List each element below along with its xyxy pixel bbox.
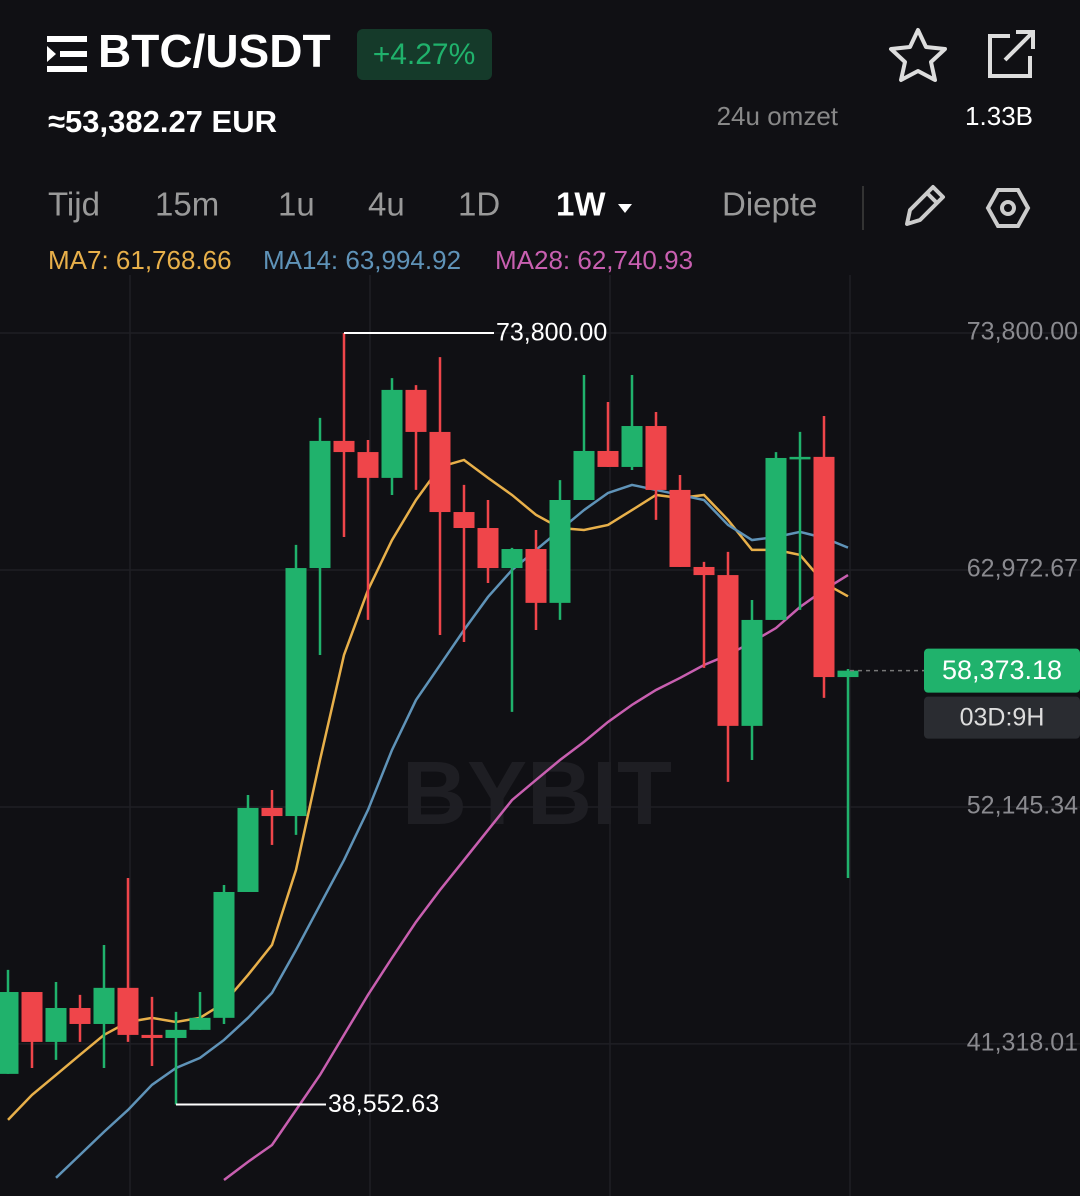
pair-title[interactable]: BTC/USDT: [98, 25, 331, 77]
legend-entry: MA28: 62,740.93: [495, 245, 693, 275]
tab[interactable]: 1D: [458, 186, 500, 223]
vertical-grid: [129, 275, 851, 1196]
tab[interactable]: 4u: [368, 186, 405, 223]
candle-body: [453, 512, 475, 529]
price-tag-box: [924, 648, 1080, 693]
candle-body: [501, 549, 523, 569]
ma-line: [55, 483, 849, 1179]
tab[interactable]: Tijd: [48, 186, 100, 223]
change-badge: [357, 29, 492, 80]
tab[interactable]: 1u: [278, 186, 315, 223]
candle-body: [789, 456, 811, 460]
candle-body: [549, 499, 571, 603]
y-tick-label: 62,972.67: [967, 555, 1078, 583]
y-tick-label: 41,318.01: [967, 1029, 1078, 1057]
annotation-label: 73,800.00: [496, 319, 607, 347]
candle-body: [189, 1017, 211, 1030]
candle-body: [21, 992, 43, 1042]
settings-icon[interactable]: [985, 188, 1031, 228]
dropdown-arrow: [618, 204, 632, 213]
candle-body: [0, 992, 19, 1074]
candle-body: [621, 426, 643, 467]
candle-body: [285, 568, 307, 817]
candle-body: [693, 566, 715, 576]
draw-icon[interactable]: [905, 185, 945, 226]
candle-body: [261, 807, 283, 817]
countdown-label: 03D:9H: [960, 703, 1045, 731]
candle-body: [69, 1007, 91, 1024]
icon-part: [988, 34, 1032, 78]
candle-body: [309, 440, 331, 569]
candle-body: [645, 426, 667, 490]
icon-bar: [47, 66, 87, 72]
candle-body: [237, 807, 259, 892]
ma-legend: MA7: 61,768.66 MA14: 63,994.92 MA28: 62,74…: [48, 245, 693, 275]
candle-body: [405, 389, 427, 432]
y-tick-label: 52,145.34: [967, 792, 1078, 820]
candle-body: [213, 891, 235, 1018]
candle-body: [333, 440, 355, 453]
watermark: BYBIT: [402, 744, 672, 844]
price-tag-label: 58,373.18: [942, 655, 1062, 685]
candle-body: [381, 389, 403, 478]
annotation-label: 38,552.63: [328, 1090, 439, 1118]
candle-body: [525, 549, 547, 603]
candle-body: [813, 456, 835, 678]
share-icon[interactable]: [988, 30, 1035, 78]
y-tick-label: 73,800.00: [967, 318, 1078, 346]
candle-body: [429, 431, 451, 513]
icon-bar: [60, 51, 87, 57]
ma-line: [7, 458, 849, 1121]
icon-bar: [47, 36, 87, 42]
candle-body: [357, 452, 379, 478]
legend-entry: MA7: 61,768.66: [48, 245, 232, 275]
candle-body: [597, 450, 619, 467]
tab-bar: Tijd 15m 1u 4u 1D 1W Diepte: [48, 186, 817, 223]
menu-icon[interactable]: [47, 36, 87, 72]
change-text: +4.27%: [373, 38, 476, 71]
candle-body: [117, 987, 139, 1035]
candle-body: [765, 457, 787, 620]
candle-body: [717, 575, 739, 726]
icon-part: [905, 185, 945, 226]
tab[interactable]: 1W: [556, 186, 606, 223]
icon-arrow: [47, 46, 56, 62]
candle-body: [93, 987, 115, 1024]
candle-body: [669, 489, 691, 567]
candle-body: [837, 670, 859, 678]
candle-body: [741, 619, 763, 726]
favorite-icon[interactable]: [889, 28, 947, 82]
tab[interactable]: 15m: [155, 186, 219, 223]
legend-entry: MA14: 63,994.92: [263, 245, 461, 275]
icon-part: [1003, 30, 1035, 62]
candle-body: [141, 1034, 163, 1038]
tab[interactable]: Diepte: [722, 186, 817, 223]
turnover-label: 24u omzet: [717, 101, 839, 131]
candle-body: [45, 1007, 67, 1042]
candle-body: [165, 1029, 187, 1038]
plot: 73,800.00 62,972.67 52,145.34 41,318.01 73,8…: [0, 318, 1080, 1182]
turnover-value: 1.33B: [965, 101, 1033, 131]
candle-body: [573, 450, 595, 500]
price-eur: ≈53,382.27 EUR: [48, 104, 277, 139]
candle-body: [477, 528, 499, 569]
settings-icon-center: [1000, 200, 1016, 216]
countdown-box: [924, 696, 1080, 739]
